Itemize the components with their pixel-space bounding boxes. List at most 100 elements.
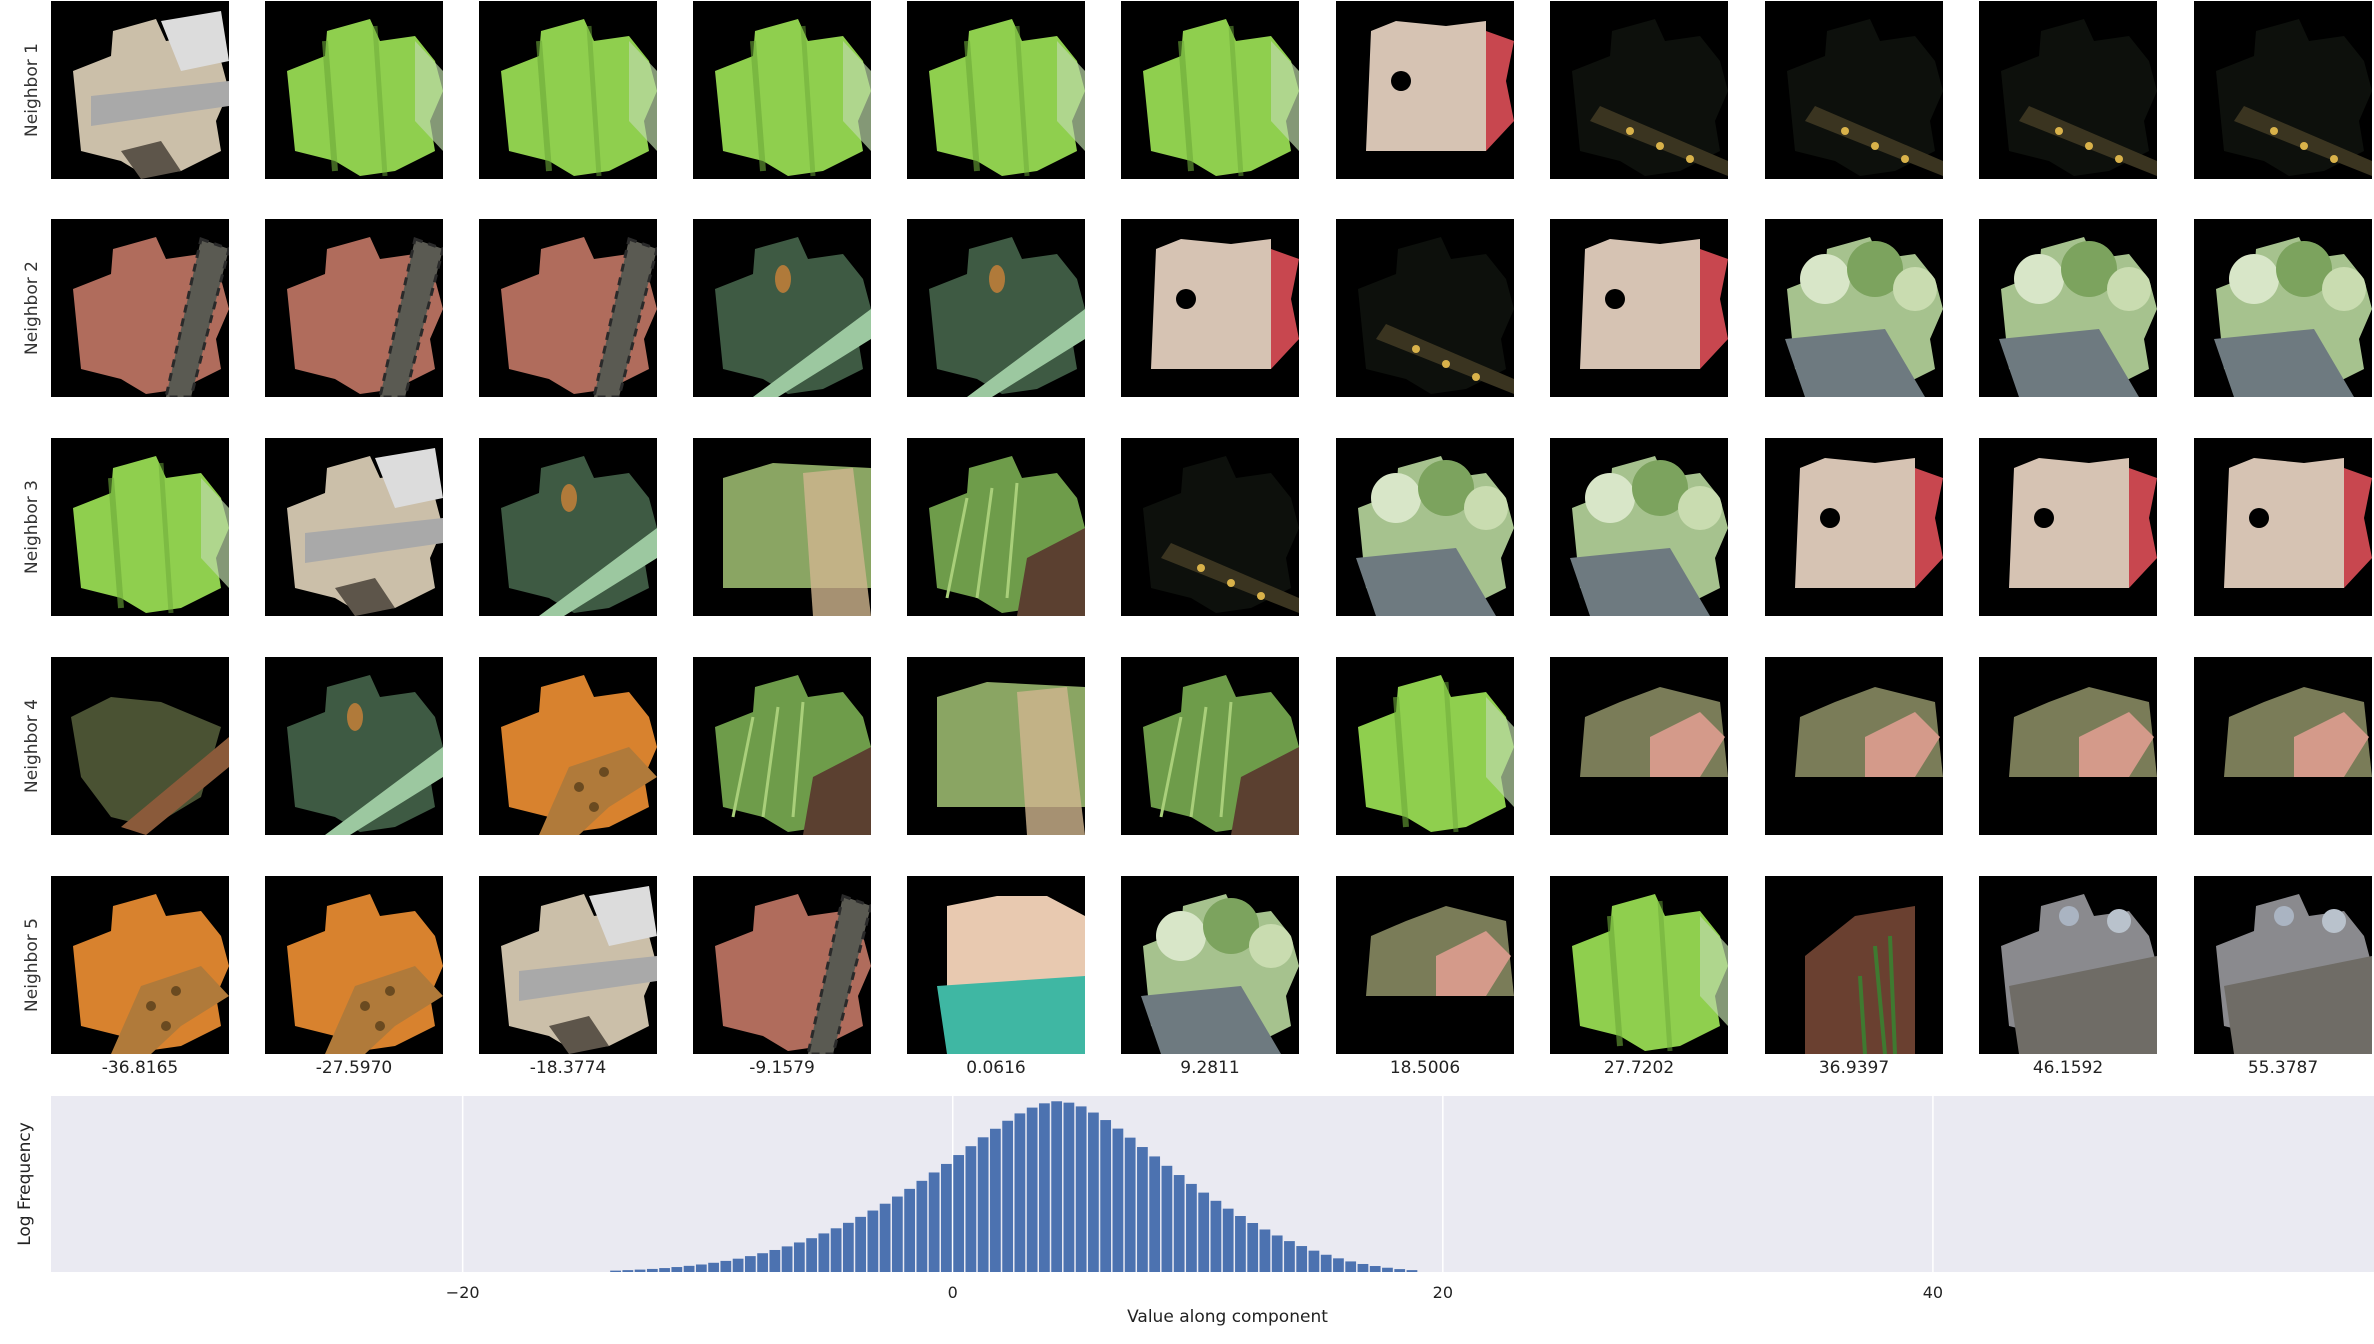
histogram-bar xyxy=(1137,1147,1148,1272)
paper-cutout-patch xyxy=(479,876,657,1054)
column-value-label: -36.8165 xyxy=(101,1058,179,1078)
blur-skin-patch xyxy=(1979,438,2157,616)
column-value-label: 36.9397 xyxy=(1818,1058,1890,1078)
rusty-patch xyxy=(479,219,657,397)
histogram-bar xyxy=(953,1155,965,1272)
histogram-bar xyxy=(1394,1269,1406,1272)
histogram-bar xyxy=(1124,1137,1136,1272)
histogram-bar xyxy=(757,1253,768,1272)
x-axis-label: Value along component xyxy=(1127,1307,1328,1327)
histogram-bar xyxy=(732,1258,744,1272)
histogram-bar xyxy=(1284,1241,1295,1272)
histogram-bar xyxy=(990,1128,1001,1272)
histogram-bar xyxy=(965,1146,977,1272)
dark-lizard-patch xyxy=(1336,219,1514,397)
histogram-bar xyxy=(1320,1254,1332,1272)
leaf-patch xyxy=(907,1,1085,179)
paper-cutout-patch xyxy=(51,1,229,179)
histogram-bar xyxy=(818,1233,830,1272)
tree-water-patch xyxy=(1336,438,1514,616)
histogram-bar xyxy=(720,1260,732,1272)
histogram-bars xyxy=(610,1101,1418,1272)
histogram-bar xyxy=(683,1265,695,1272)
histogram-bar xyxy=(634,1269,646,1272)
x-tick-labels: −20 0 20 40 xyxy=(446,1283,1943,1302)
snake-patch xyxy=(51,876,229,1054)
column-value-label: 55.3787 xyxy=(2247,1058,2319,1078)
column-value-label: 9.2811 xyxy=(1180,1058,1240,1078)
histogram-bar xyxy=(1075,1106,1087,1272)
dark-lizard-patch xyxy=(1979,1,2157,179)
column-value-label: 27.7202 xyxy=(1603,1058,1675,1078)
histogram-bar xyxy=(1296,1246,1308,1272)
leaf-patch xyxy=(479,1,657,179)
histogram-bar xyxy=(646,1268,658,1272)
blur-skin-patch xyxy=(1336,1,1514,179)
histogram-bar xyxy=(1088,1112,1099,1272)
histogram-bar xyxy=(1161,1165,1173,1272)
histogram-bar xyxy=(695,1264,707,1272)
histogram-bar xyxy=(1112,1128,1124,1272)
histogram-bar xyxy=(830,1228,842,1272)
histogram-bar xyxy=(1406,1270,1418,1272)
rock-patch xyxy=(1979,876,2157,1054)
blur-green-patch xyxy=(907,657,1085,835)
column-value-label: 46.1592 xyxy=(2032,1058,2104,1078)
gridlines xyxy=(461,1096,1934,1272)
rock-patch xyxy=(2194,876,2372,1054)
histogram-bar xyxy=(1247,1223,1259,1272)
y-axis-label: Log Frequency xyxy=(15,1122,35,1246)
histogram-bar xyxy=(891,1196,903,1272)
histogram-bar xyxy=(1051,1101,1063,1272)
histogram-bar xyxy=(659,1268,670,1272)
rusty-patch xyxy=(693,876,871,1054)
histogram-bar xyxy=(1149,1156,1161,1272)
histogram-bar xyxy=(867,1210,879,1272)
histogram-bar xyxy=(842,1222,854,1272)
rusty-patch xyxy=(265,219,443,397)
dark-green-stem-patch xyxy=(907,219,1085,397)
column-value-label: 18.5006 xyxy=(1389,1058,1461,1078)
finger-patch xyxy=(1550,657,1728,835)
tree-water-patch xyxy=(1765,219,1943,397)
histogram-bar xyxy=(671,1267,683,1272)
histogram-bar xyxy=(855,1216,866,1272)
grass-patch xyxy=(907,438,1085,616)
blur-skin-patch xyxy=(1121,219,1299,397)
histogram-bar xyxy=(1357,1263,1369,1272)
histogram-bar xyxy=(904,1188,915,1272)
snake-patch xyxy=(265,876,443,1054)
column-value-label: 0.0616 xyxy=(966,1058,1026,1078)
leaf-patch xyxy=(265,1,443,179)
histogram-bar xyxy=(1186,1183,1197,1272)
x-tick-label: −20 xyxy=(446,1283,480,1302)
histogram-bar xyxy=(1271,1235,1283,1272)
histogram-bar xyxy=(1345,1261,1357,1272)
snake-patch xyxy=(479,657,657,835)
histogram-bar xyxy=(977,1137,989,1272)
histogram-bar xyxy=(1002,1120,1014,1272)
tree-water-patch xyxy=(1550,438,1728,616)
histogram-bar xyxy=(1039,1103,1050,1272)
paper-cutout-patch xyxy=(265,438,443,616)
histogram-bar xyxy=(781,1246,793,1272)
dark-lizard-patch xyxy=(1121,438,1299,616)
histogram-bar xyxy=(708,1262,719,1272)
teal-blur-patch xyxy=(907,876,1085,1054)
histogram-bar xyxy=(1026,1107,1038,1272)
histogram-bar xyxy=(1100,1120,1112,1272)
reed-patch xyxy=(1765,876,1943,1054)
leaf-patch xyxy=(51,438,229,616)
wood-patch xyxy=(51,657,229,835)
histogram-bar xyxy=(1173,1175,1185,1272)
histogram-bar xyxy=(916,1180,928,1272)
blur-skin-patch xyxy=(1550,219,1728,397)
histogram-bar xyxy=(1308,1250,1320,1272)
leaf-patch xyxy=(1336,657,1514,835)
finger-patch xyxy=(1979,657,2157,835)
column-value-label: -9.1579 xyxy=(749,1058,815,1078)
finger-patch xyxy=(1336,876,1514,1054)
finger-patch xyxy=(1765,657,1943,835)
histogram-bar xyxy=(769,1249,781,1272)
